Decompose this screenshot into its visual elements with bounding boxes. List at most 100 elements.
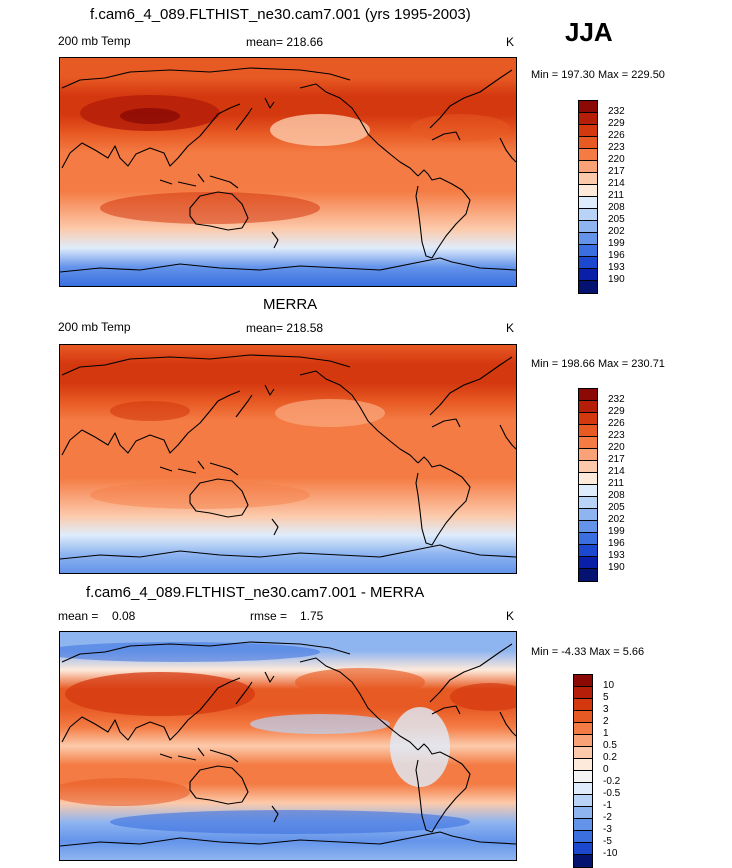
colorbar-cell bbox=[579, 209, 597, 221]
panel1-title: f.cam6_4_089.FLTHIST_ne30.cam7.001 (yrs … bbox=[90, 6, 471, 23]
colorbar-cell bbox=[579, 533, 597, 545]
coastline bbox=[429, 356, 513, 416]
colorbar-cell bbox=[579, 545, 597, 557]
field-feature bbox=[275, 399, 385, 427]
coastline bbox=[431, 418, 461, 428]
season-label: JJA bbox=[565, 17, 613, 47]
map-svg bbox=[60, 345, 516, 573]
colorbar-cell bbox=[579, 221, 597, 233]
panel1-map bbox=[59, 57, 517, 287]
colorbar-cell bbox=[579, 245, 597, 257]
panel1-minmax: Min = 197.30 Max = 229.50 bbox=[531, 69, 665, 81]
colorbar-cell bbox=[579, 569, 597, 581]
colorbar-label: 0 bbox=[603, 764, 609, 775]
coastline bbox=[189, 478, 249, 518]
panel2-units: K bbox=[506, 321, 515, 335]
field-feature bbox=[295, 668, 425, 696]
coastline bbox=[61, 677, 241, 743]
colorbar-label: 202 bbox=[608, 226, 625, 237]
coastline bbox=[264, 384, 275, 396]
coastline bbox=[159, 173, 239, 189]
coastline bbox=[159, 747, 239, 763]
colorbar-label: 3 bbox=[603, 704, 609, 715]
colorbar-label: 211 bbox=[608, 478, 624, 489]
field-feature bbox=[100, 192, 320, 224]
coastline bbox=[264, 671, 275, 683]
panel2-map bbox=[59, 344, 517, 574]
coastline bbox=[235, 681, 253, 705]
panel2-minmax: Min = 198.66 Max = 230.71 bbox=[531, 358, 665, 370]
colorbar-cell bbox=[579, 497, 597, 509]
colorbar-cell bbox=[579, 485, 597, 497]
coastline bbox=[415, 456, 471, 546]
colorbar-cell bbox=[574, 759, 592, 771]
colorbar-swatches bbox=[578, 388, 598, 582]
colorbar-label: 220 bbox=[608, 442, 625, 453]
field-background bbox=[60, 58, 516, 286]
coastline bbox=[271, 231, 279, 249]
colorbar-label: 214 bbox=[608, 178, 625, 189]
field-feature bbox=[65, 672, 255, 716]
colorbar-label: 199 bbox=[608, 526, 625, 537]
colorbar-cell bbox=[574, 783, 592, 795]
colorbar-label: 208 bbox=[608, 490, 625, 501]
coastline bbox=[61, 641, 351, 663]
colorbar-cell bbox=[579, 101, 597, 113]
colorbar-label: 205 bbox=[608, 214, 625, 225]
coastline bbox=[61, 354, 351, 376]
coastline bbox=[60, 257, 516, 273]
colorbar-label: 193 bbox=[608, 262, 625, 273]
colorbar-cell bbox=[579, 161, 597, 173]
colorbar-cell bbox=[574, 723, 592, 735]
coastline bbox=[61, 103, 241, 169]
coastline bbox=[271, 805, 279, 823]
coastline bbox=[299, 83, 419, 177]
colorbar-label: 223 bbox=[608, 430, 625, 441]
colorbar-label: 229 bbox=[608, 406, 625, 417]
colorbar-cell bbox=[579, 173, 597, 185]
coastline bbox=[61, 390, 241, 456]
colorbar-label: 193 bbox=[608, 550, 625, 561]
colorbar-cell bbox=[579, 473, 597, 485]
map-svg bbox=[60, 58, 516, 286]
colorbar-cell bbox=[579, 281, 597, 293]
coastline bbox=[431, 705, 461, 715]
colorbar-label: 0.5 bbox=[603, 740, 617, 751]
colorbar-label: 5 bbox=[603, 692, 609, 703]
panel3-title: f.cam6_4_089.FLTHIST_ne30.cam7.001 - MER… bbox=[86, 584, 425, 601]
colorbar-label: 217 bbox=[608, 166, 625, 177]
colorbar-label: 199 bbox=[608, 238, 625, 249]
coastline bbox=[299, 657, 419, 751]
colorbar-label: 217 bbox=[608, 454, 625, 465]
panel3-units: K bbox=[506, 609, 515, 623]
colorbar-cell bbox=[574, 819, 592, 831]
colorbar-cell bbox=[574, 855, 592, 867]
panel2-title: MERRA bbox=[263, 296, 318, 313]
coastline bbox=[429, 69, 513, 129]
colorbar-cell bbox=[579, 137, 597, 149]
panel1-mean: mean= 218.66 bbox=[246, 35, 324, 49]
coastline bbox=[189, 191, 249, 231]
colorbar-cell bbox=[574, 711, 592, 723]
colorbar-cell bbox=[579, 425, 597, 437]
colorbar-cell bbox=[579, 233, 597, 245]
field-feature bbox=[120, 108, 180, 124]
colorbar-swatches bbox=[573, 674, 593, 868]
colorbar-cell bbox=[579, 197, 597, 209]
colorbar-cell bbox=[579, 401, 597, 413]
colorbar-label: 220 bbox=[608, 154, 625, 165]
colorbar-label: 2 bbox=[603, 716, 609, 727]
colorbar-cell bbox=[574, 795, 592, 807]
colorbar-cell bbox=[579, 509, 597, 521]
colorbar-cell bbox=[579, 125, 597, 137]
panel1-variable: 200 mb Temp bbox=[58, 34, 131, 48]
colorbar-cell bbox=[579, 257, 597, 269]
colorbar-swatches bbox=[578, 100, 598, 294]
field-feature bbox=[90, 481, 310, 509]
panel2-mean: mean= 218.58 bbox=[246, 321, 324, 335]
colorbar-label: -0.2 bbox=[603, 776, 621, 787]
coastline bbox=[159, 460, 239, 476]
coastline bbox=[235, 107, 253, 131]
panel3-rmse-value: 1.75 bbox=[300, 609, 324, 623]
panel3-minmax: Min = -4.33 Max = 5.66 bbox=[531, 646, 645, 658]
